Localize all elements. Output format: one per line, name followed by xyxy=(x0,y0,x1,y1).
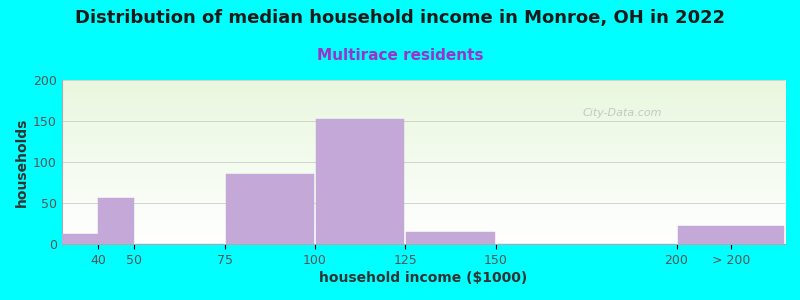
Text: City-Data.com: City-Data.com xyxy=(582,108,662,118)
Text: Distribution of median household income in Monroe, OH in 2022: Distribution of median household income … xyxy=(75,9,725,27)
Bar xyxy=(62,234,98,244)
Bar xyxy=(226,174,314,244)
Y-axis label: households: households xyxy=(15,117,29,207)
Bar xyxy=(678,226,784,244)
Bar xyxy=(98,198,134,244)
Bar xyxy=(406,232,495,244)
Text: Multirace residents: Multirace residents xyxy=(317,48,483,63)
Bar xyxy=(316,119,405,244)
X-axis label: household income ($1000): household income ($1000) xyxy=(319,271,527,285)
